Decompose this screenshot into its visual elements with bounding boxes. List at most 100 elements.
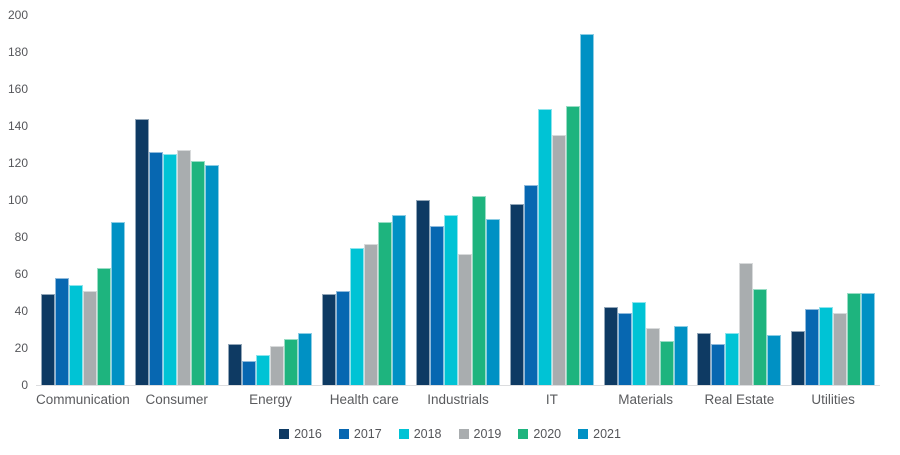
bar-2017 [336,290,351,385]
x-category-label: Energy [249,392,292,407]
bar-2021 [392,214,407,385]
bar-2017 [430,225,445,385]
legend: 2016 2017 2018 2019 2020 2021 [0,427,900,441]
legend-swatch-icon [458,429,469,439]
bar-2018 [444,214,459,385]
bar-2020 [565,105,580,385]
bar-2020 [847,292,862,385]
bar-2017 [523,185,538,385]
bar-2021 [298,333,313,385]
bar-2017 [54,277,69,385]
legend-item-2021: 2021 [578,427,621,441]
y-tick-label: 120 [7,155,28,170]
bar-group-real-estate [692,15,786,385]
bar-2020 [472,196,487,385]
bar-2019 [458,253,473,385]
plot-area [36,15,880,386]
y-tick-label: 180 [7,44,28,59]
bar-2018 [162,153,177,385]
bar-2017 [711,344,726,385]
bar-2021 [767,335,782,385]
bar-2018 [256,355,271,385]
bar-group-consumer [130,15,224,385]
bar-2018 [68,285,83,385]
x-category-label: Communication [36,392,130,407]
x-category-label: Utilities [811,392,855,407]
bar-2021 [486,218,501,385]
bar-2018 [537,109,552,385]
bar-2019 [270,346,285,385]
bar-2021 [579,33,594,385]
bar-2017 [805,309,820,385]
legend-item-2020: 2020 [518,427,561,441]
legend-label: 2020 [533,427,562,441]
bar-2018 [819,307,834,385]
bar-2020 [378,222,393,385]
bar-2017 [617,312,632,385]
bar-2016 [322,294,337,385]
bar-group-health-care [317,15,411,385]
y-tick-label: 160 [7,81,28,96]
y-tick-label: 140 [7,118,28,133]
bar-2018 [350,248,365,385]
legend-label: 2021 [593,427,621,441]
bar-2020 [284,338,299,385]
bar-2018 [725,333,740,385]
bar-2021 [110,222,125,385]
y-tick-label: 20 [14,340,28,355]
x-category-label: Real Estate [704,392,775,407]
bar-2020 [96,268,111,385]
legend-item-2017: 2017 [338,427,382,441]
y-tick-label: 200 [7,7,28,22]
bar-2019 [833,312,848,385]
bar-2016 [416,200,431,385]
bar-group-utilities [786,15,880,385]
x-category-label: Consumer [145,392,208,407]
legend-swatch-icon [338,429,349,439]
bar-2017 [148,151,163,385]
bar-group-materials [599,15,693,385]
x-axis: Communication Consumer Energy Health care In… [36,392,880,407]
bar-2021 [673,325,688,385]
legend-label: 2016 [294,427,322,441]
legend-label: 2019 [473,427,502,441]
bar-2020 [659,340,674,385]
x-category-label: Materials [618,392,673,407]
bar-2018 [631,301,646,385]
bar-2019 [645,327,660,385]
bar-2020 [753,288,768,385]
legend-swatch-icon [398,429,409,439]
bar-group-industrials [411,15,505,385]
bar-2019 [364,244,379,385]
legend-item-2018: 2018 [398,427,442,441]
bar-group-energy [224,15,318,385]
legend-label: 2018 [413,427,442,441]
legend-item-2016: 2016 [279,427,322,441]
y-tick-label: 40 [14,303,28,318]
bar-2016 [509,203,524,385]
bar-2016 [40,294,55,385]
bar-2021 [861,292,876,385]
y-tick-label: 0 [21,377,28,392]
y-tick-label: 80 [14,229,28,244]
bar-2016 [603,307,618,385]
legend-swatch-icon [578,429,589,439]
bar-2017 [242,360,257,385]
bar-2016 [791,331,806,385]
bar-2019 [551,135,566,385]
bar-2019 [82,290,97,385]
x-category-label: IT [545,392,558,407]
bar-2020 [190,161,205,385]
bar-2019 [176,150,191,385]
x-category-label: Industrials [427,392,489,407]
bar-2016 [697,333,712,385]
bar-2019 [739,262,754,385]
legend-item-2019: 2019 [458,427,502,441]
x-category-label: Health care [329,392,399,407]
bar-group-it [505,15,599,385]
legend-label: 2017 [353,427,382,441]
legend-swatch-icon [518,429,529,439]
legend-swatch-icon [279,429,290,439]
y-tick-label: 100 [7,192,28,207]
